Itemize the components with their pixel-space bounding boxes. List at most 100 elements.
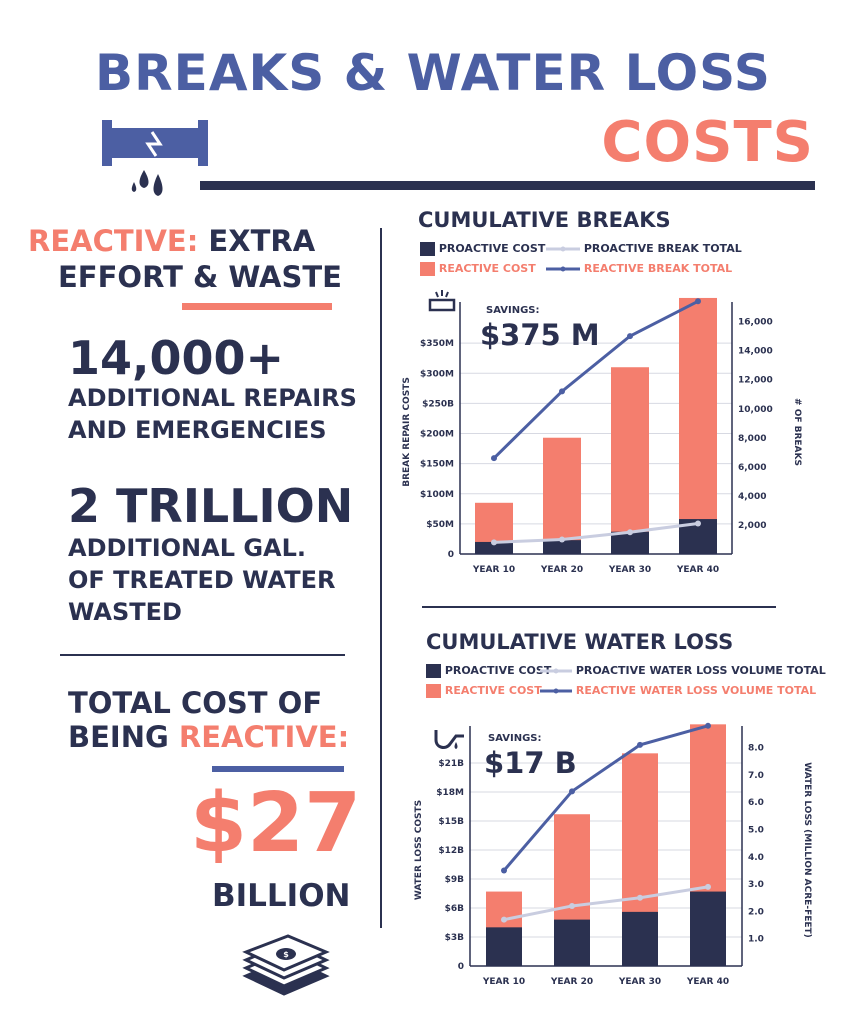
proactive-line — [493, 522, 699, 544]
x-tick-label: YEAR 20 — [540, 565, 583, 575]
legend-reactive-cost: REACTIVE COST — [426, 684, 542, 698]
reactive-point — [705, 722, 711, 729]
x-tick-label: YEAR 40 — [676, 565, 719, 575]
bar-proactive-cost — [475, 541, 513, 554]
stat-water-value: 2 TRILLION — [68, 479, 354, 533]
y2-axis-title: WATER LOSS (MILLION ACRE-FEET) — [802, 762, 812, 938]
bar-proactive-cost — [554, 919, 590, 966]
y2-tick-label: 7.0 — [748, 771, 764, 781]
proactive-point — [559, 536, 565, 543]
y2-tick-label: 8.0 — [748, 744, 764, 754]
bar-proactive-cost — [486, 927, 522, 966]
reactive-point — [627, 333, 633, 340]
legend-reactive-line: REACTIVE BREAK TOTAL — [546, 262, 732, 275]
y2-tick-label: 12,000 — [738, 376, 773, 386]
bar-proactive-cost — [611, 531, 649, 554]
total-unit: BILLION — [212, 878, 351, 914]
y-tick-label: $9B — [445, 875, 465, 885]
stat-repairs-line2: AND EMERGENCIES — [68, 416, 327, 444]
proactive-point — [627, 529, 633, 536]
leak-icon — [428, 290, 456, 312]
x-tick-label: YEAR 30 — [608, 565, 651, 575]
chart-divider — [422, 606, 776, 608]
y-tick-label: $18M — [436, 788, 464, 798]
y-tick-label: $200M — [420, 430, 454, 440]
y-axis-title: BREAK REPAIR COSTS — [402, 377, 412, 487]
y-tick-label: $15B — [438, 817, 464, 827]
title-rule — [200, 181, 815, 190]
legend-line-swatch — [546, 266, 580, 272]
proactive-line — [503, 885, 709, 922]
y2-tick-label: 6.0 — [748, 798, 764, 808]
legend-reactive-line: REACTIVE WATER LOSS VOLUME TOTAL — [540, 684, 816, 697]
y2-tick-label: 10,000 — [738, 405, 773, 415]
y2-tick-label: 2.0 — [748, 907, 764, 917]
stat-repairs-value: 14,000+ — [68, 331, 285, 385]
legend-swatch — [426, 664, 441, 678]
proactive-point — [637, 894, 643, 901]
svg-text:$: $ — [283, 950, 289, 959]
bar-proactive-cost — [543, 540, 581, 554]
water-savings-value: $17 B — [484, 746, 577, 780]
y2-tick-label: 5.0 — [748, 826, 764, 836]
legend-proactive-line: PROACTIVE WATER LOSS VOLUME TOTAL — [540, 664, 826, 677]
bar-reactive-cost — [679, 297, 717, 554]
proactive-point — [705, 883, 711, 890]
y2-tick-label: 1.0 — [748, 935, 764, 945]
total-value: $27 — [190, 776, 362, 871]
y2-tick-label: 3.0 — [748, 880, 764, 890]
total-line2: BEING REACTIVE: — [68, 720, 350, 754]
reactive-heading-line2: EFFORT & WASTE — [58, 260, 342, 294]
reactive-point — [491, 455, 497, 462]
x-tick-label: YEAR 20 — [550, 977, 593, 987]
page-title: BREAKS & WATER LOSS — [95, 44, 771, 102]
stat-water-line3: WASTED — [68, 598, 182, 626]
y-tick-label: $12B — [438, 846, 464, 856]
reactive-line — [502, 724, 709, 872]
column-divider — [380, 228, 382, 928]
reactive-point — [559, 388, 565, 395]
x-tick-label: YEAR 10 — [482, 977, 525, 987]
stat-water-line2: OF TREATED WATER — [68, 566, 336, 594]
legend-swatch — [426, 684, 441, 698]
y-axis-title: WATER LOSS COSTS — [414, 800, 424, 900]
breaks-chart: 0 $50M $100M $150M $200M $250B $300M $350M 2,000… — [402, 297, 802, 575]
y-tick-label: 0 — [448, 550, 454, 560]
y2-tick-label: 4.0 — [748, 853, 764, 863]
y2-axis-title: # OF BREAKS — [792, 398, 802, 466]
water-savings-label: SAVINGS: — [488, 733, 542, 744]
water-chart: 0 $3B $6B $9B $12B $15B $18M $21B 1.0 2.0 3.0 4.0 5.… — [414, 722, 812, 987]
reactive-line — [492, 299, 699, 460]
proactive-point — [695, 520, 701, 527]
reactive-point — [569, 788, 575, 795]
y-tick-label: $21B — [438, 759, 464, 769]
stat-water-line1: ADDITIONAL GAL. — [68, 534, 307, 562]
y-tick-label: $150M — [420, 460, 454, 470]
legend-line-swatch — [540, 668, 572, 674]
page-subtitle: COSTS — [601, 110, 814, 175]
total-underline — [212, 766, 344, 772]
proactive-point — [501, 916, 507, 923]
legend-swatch — [420, 262, 435, 276]
reactive-point — [637, 741, 643, 748]
x-tick-label: YEAR 30 — [618, 977, 661, 987]
y2-tick-label: 4,000 — [738, 492, 766, 502]
reactive-heading-line1: REACTIVE: EXTRA — [28, 224, 316, 258]
left-divider — [60, 654, 345, 656]
broken-pipe-icon — [102, 120, 208, 196]
y-tick-label: $6B — [445, 904, 465, 914]
breaks-savings-label: SAVINGS: — [486, 305, 540, 316]
legend-line-swatch — [546, 246, 580, 252]
y2-tick-label: 14,000 — [738, 347, 773, 357]
y-tick-label: $50M — [426, 520, 454, 530]
legend-line-swatch — [540, 688, 572, 694]
water-pipe-icon — [434, 730, 464, 749]
x-tick-label: YEAR 40 — [686, 977, 729, 987]
legend-swatch — [420, 242, 435, 256]
breaks-savings-value: $375 M — [480, 318, 600, 352]
y2-tick-label: 8,000 — [738, 434, 766, 444]
y2-tick-label: 6,000 — [738, 463, 766, 473]
reactive-point — [695, 298, 701, 305]
bar-reactive-cost — [543, 437, 581, 554]
y2-tick-label: 16,000 — [738, 318, 773, 328]
